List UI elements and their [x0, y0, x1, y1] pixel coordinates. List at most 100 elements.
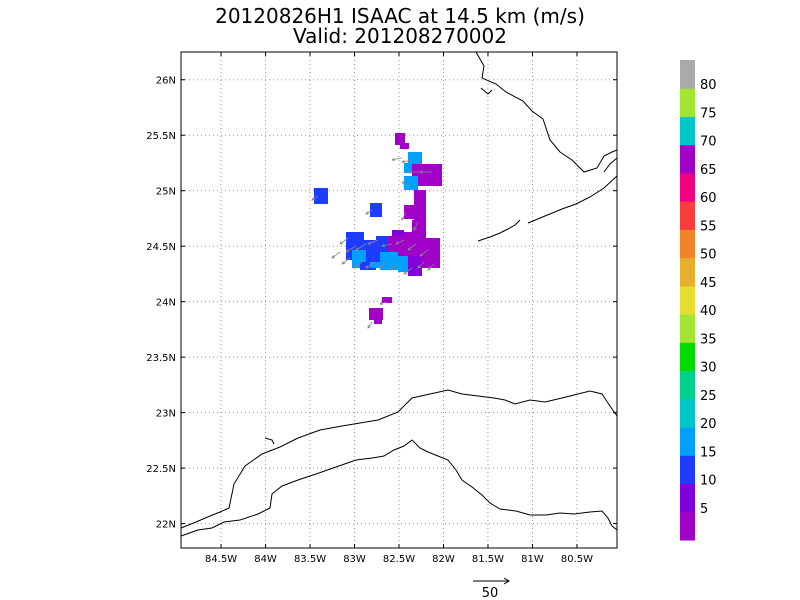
- colorbar-segment: [680, 314, 695, 343]
- arrow-icon: [427, 267, 431, 271]
- lat-label: 25N: [156, 187, 176, 198]
- wind-cell: [412, 164, 442, 186]
- wind-vector: [367, 321, 373, 329]
- arrow-icon: [345, 249, 350, 253]
- chart-subtitle: Valid: 201208270002: [293, 24, 507, 48]
- arrow-icon: [365, 211, 370, 215]
- lat-label: 26N: [156, 76, 176, 87]
- wind-vector: [379, 301, 387, 305]
- wind-vector: [401, 211, 407, 221]
- wind-vector: [311, 195, 319, 201]
- wind-vector: [401, 181, 411, 187]
- colorbar-label: 20: [700, 417, 717, 432]
- lat-label: 24.5N: [146, 242, 176, 253]
- wind-cell: [370, 262, 380, 268]
- wind-cell: [426, 245, 440, 267]
- colorbar-segment: [680, 398, 695, 428]
- wind-cell: [404, 176, 418, 190]
- lon-label: 81W: [521, 554, 544, 565]
- vector-scale: 50: [473, 577, 510, 600]
- wind-vector: [419, 249, 429, 257]
- arrow-icon: [379, 301, 384, 305]
- lon-label: 81.5W: [472, 554, 504, 565]
- colorbar-segment: [680, 427, 695, 456]
- wind-cell: [369, 308, 383, 320]
- lat-label: 24N: [156, 298, 176, 309]
- arrow-icon: [503, 577, 510, 585]
- arrow-icon: [417, 265, 421, 269]
- wind-cell: [400, 143, 409, 149]
- arrow-icon: [391, 157, 395, 162]
- arrow-icon: [353, 265, 358, 269]
- wind-vector: [417, 261, 425, 269]
- colorbar: 5 10 15 20 25 30 35 40 45 50 55 60 65 70 75 80: [680, 60, 717, 541]
- arrow-icon: [419, 253, 424, 257]
- map-panel: 26N 25.5N 25N 24.5N 24N 23.5N 23N 22.5N 22N 84.5…: [146, 51, 618, 565]
- arrow-icon: [389, 267, 394, 271]
- colorbar-label: 10: [700, 474, 717, 489]
- colorbar-label: 5: [700, 502, 708, 517]
- wind-vector: [413, 221, 419, 231]
- colorbar-label: 25: [700, 389, 717, 404]
- latitude-labels: 26N 25.5N 25N 24.5N 24N 23.5N 23N 22.5N 22N: [146, 76, 176, 531]
- colorbar-label: 70: [700, 135, 717, 150]
- coastline: [180, 51, 618, 537]
- colorbar-label: 80: [700, 78, 717, 93]
- colorbar-label: 60: [700, 191, 717, 206]
- colorbar-segment: [680, 370, 695, 400]
- wind-cell: [370, 203, 382, 217]
- wind-vector: [391, 157, 403, 161]
- wind-vector: [365, 261, 375, 269]
- arrow-icon: [401, 216, 405, 221]
- wind-vector: [395, 239, 405, 245]
- arrow-icon: [395, 241, 400, 245]
- lon-label: 80.5W: [561, 554, 593, 565]
- chart-title: 20120826H1 ISAAC at 14.5 km (m/s): [215, 4, 585, 28]
- colorbar-segment: [680, 60, 695, 89]
- colorbar-segment: [680, 511, 695, 541]
- arrow-icon: [311, 197, 316, 201]
- wind-vector: [407, 243, 417, 251]
- colorbar-label: 45: [700, 276, 717, 291]
- colorbar-segment: [680, 172, 695, 202]
- lon-label: 84.5W: [205, 554, 237, 565]
- colorbar-label: 35: [700, 332, 717, 347]
- colorbar-segment: [680, 455, 695, 485]
- arrow-icon: [367, 324, 371, 329]
- wind-vector: [355, 243, 367, 251]
- arrow-icon: [379, 265, 383, 269]
- arrow-icon: [331, 255, 336, 259]
- wind-cell: [414, 190, 426, 220]
- wind-vector: [341, 257, 351, 265]
- colorbar-label: 55: [700, 219, 717, 234]
- colorbar-segment: [680, 483, 695, 513]
- wind-cell: [398, 256, 410, 272]
- colorbar-segment: [680, 144, 695, 174]
- wind-vector: [379, 261, 387, 269]
- arrow-icon: [407, 170, 411, 174]
- longitude-labels: 84.5W 84W 83.5W 83W 82.5W 82W 81.5W 81W 80.5W: [205, 554, 593, 565]
- colorbar-label: 75: [700, 106, 717, 121]
- lon-label: 84W: [254, 554, 277, 565]
- wind-vector: [331, 251, 341, 259]
- wind-cell: [382, 297, 392, 303]
- wind-vector: [365, 209, 373, 215]
- wind-cell: [360, 262, 372, 270]
- wind-vector: [367, 239, 379, 245]
- colorbar-label: 50: [700, 248, 717, 263]
- wind-cell: [374, 318, 382, 324]
- wind-vector: [427, 263, 435, 271]
- colorbar-segment: [680, 257, 695, 287]
- arrow-icon: [341, 261, 346, 265]
- wind-cell: [380, 252, 398, 270]
- arrow-icon: [355, 247, 360, 251]
- lat-label: 22.5N: [146, 464, 176, 475]
- arrow-icon: [401, 181, 406, 185]
- map-frame: [180, 51, 618, 549]
- wind-vector: [339, 237, 349, 245]
- wind-vector: [401, 159, 413, 163]
- wind-vector: [353, 261, 363, 269]
- lon-label: 82.5W: [383, 554, 415, 565]
- lat-label: 25.5N: [146, 131, 176, 142]
